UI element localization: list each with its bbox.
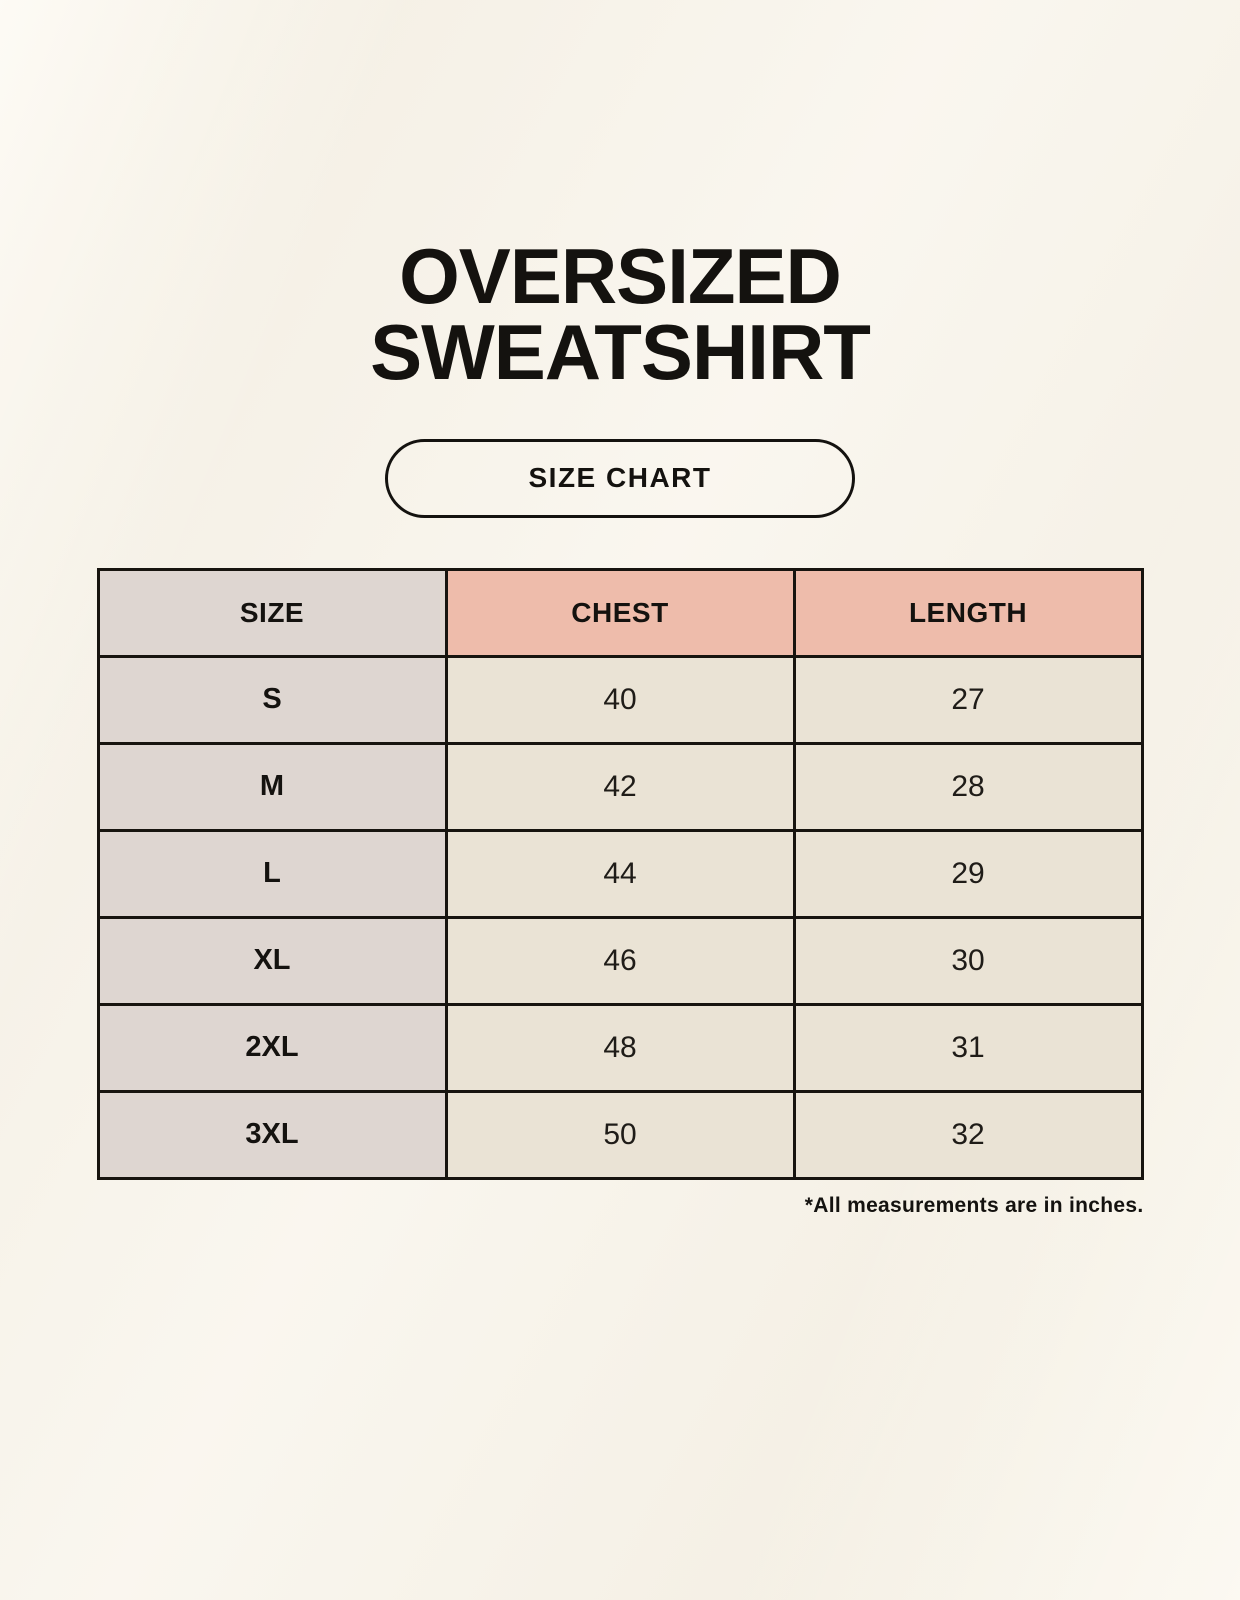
column-header-size: SIZE xyxy=(96,567,448,658)
size-cell: M xyxy=(96,741,448,832)
size-cell: 3XL xyxy=(96,1089,448,1180)
chest-cell: 44 xyxy=(444,828,796,919)
table-row-xl: XL 46 30 xyxy=(96,915,1144,1006)
size-cell: 2XL xyxy=(96,1002,448,1093)
column-header-length: LENGTH xyxy=(792,567,1144,658)
size-table-header-row: SIZE CHEST LENGTH xyxy=(96,567,1144,658)
length-cell: 29 xyxy=(792,828,1144,919)
table-row-2xl: 2XL 48 31 xyxy=(96,1002,1144,1093)
table-row-m: M 42 28 xyxy=(96,741,1144,832)
table-row-l: L 44 29 xyxy=(96,828,1144,919)
table-row-s: S 40 27 xyxy=(96,654,1144,745)
size-cell: L xyxy=(96,828,448,919)
length-cell: 31 xyxy=(792,1002,1144,1093)
chest-cell: 42 xyxy=(444,741,796,832)
size-cell: S xyxy=(96,654,448,745)
size-table: SIZE CHEST LENGTH S 40 27 M 42 28 L 44 2… xyxy=(96,567,1144,1180)
length-cell: 27 xyxy=(792,654,1144,745)
size-chart-badge-label: SIZE CHART xyxy=(528,462,712,494)
page-title-line-1: OVERSIZED xyxy=(399,232,842,320)
page-title-line-2: SWEATSHIRT xyxy=(370,308,871,397)
length-cell: 32 xyxy=(792,1089,1144,1180)
chest-cell: 46 xyxy=(444,915,796,1006)
column-header-chest: CHEST xyxy=(444,567,796,658)
measurements-footnote: *All measurements are in inches. xyxy=(804,1193,1144,1217)
length-cell: 28 xyxy=(792,741,1144,832)
chest-cell: 50 xyxy=(444,1089,796,1180)
size-chart-badge: SIZE CHART xyxy=(385,438,855,518)
table-row-3xl: 3XL 50 32 xyxy=(96,1089,1144,1180)
chest-cell: 40 xyxy=(444,654,796,745)
length-cell: 30 xyxy=(792,915,1144,1006)
page-title: OVERSIZED SWEATSHIRT xyxy=(0,0,1240,397)
chest-cell: 48 xyxy=(444,1002,796,1093)
size-cell: XL xyxy=(96,915,448,1006)
